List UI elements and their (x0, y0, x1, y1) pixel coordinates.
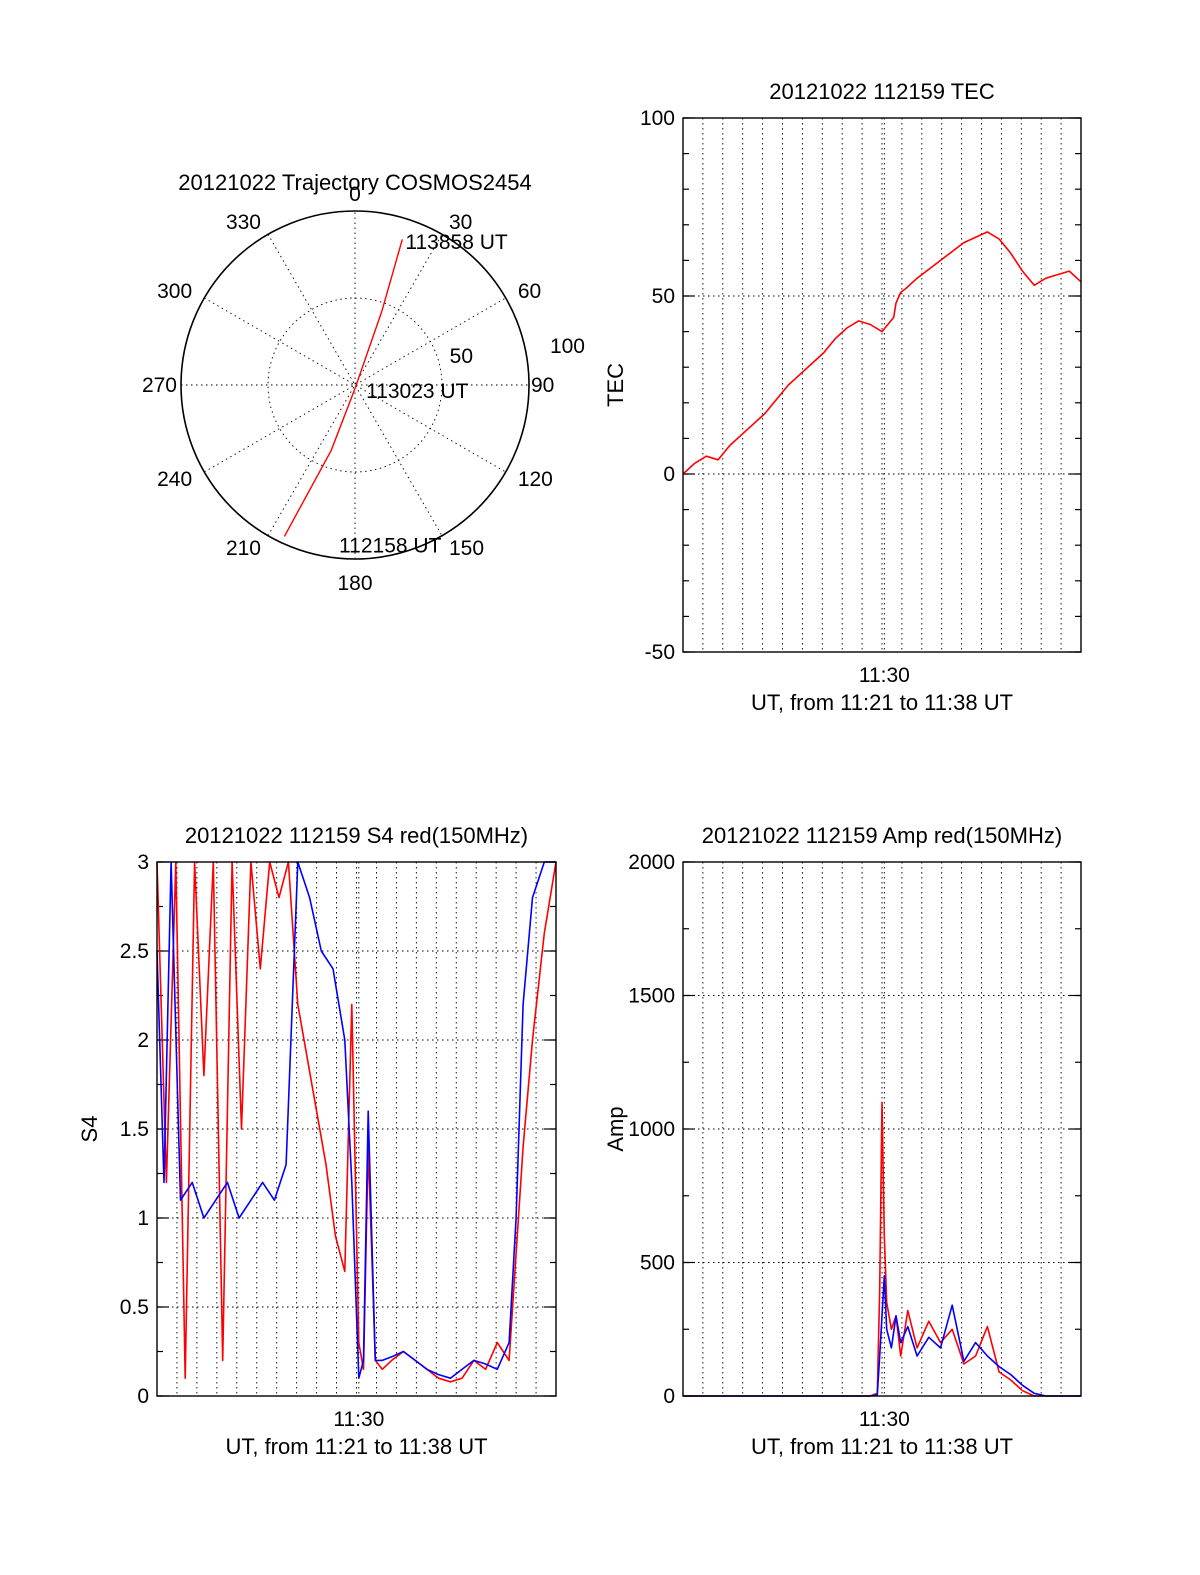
series-line-0 (156, 861, 557, 1383)
polar-spoke (267, 234, 443, 536)
polar-angle-label: 270 (142, 374, 177, 397)
s4-chart: 0 0.5 1 1.5 2 2.5 3 11:30 20121022 112159 S4 red… (77, 823, 557, 1459)
y-tick-label: 1 (137, 1207, 149, 1230)
y-tick-label: 1000 (628, 1118, 675, 1141)
amp-chart: 0 500 1000 1500 2000 11:30 20121022 112159 Amp… (603, 823, 1082, 1459)
chart-title: 20121022 112159 Amp red(150MHz) (702, 823, 1062, 848)
y-tick-label: 0 (137, 1385, 149, 1408)
y-axis-label: TEC (603, 363, 628, 407)
trajectory-time-label: 112158 UT (339, 534, 442, 557)
polar-radius-label: 50 (450, 345, 473, 368)
chart-title: 20121022 112159 S4 red(150MHz) (185, 823, 528, 848)
y-tick-label: 100 (640, 107, 675, 130)
y-tick-label: 1.5 (120, 1118, 149, 1141)
plot-frame (682, 117, 1082, 653)
polar-angle-label: 120 (518, 468, 553, 491)
chart-title: 20121022 Trajectory COSMOS2454 (178, 170, 531, 195)
polar-spoke (204, 297, 506, 473)
trajectory-line-0 (283, 239, 403, 537)
polar-outer-ring (180, 210, 530, 560)
polar-angle-label: 0 (349, 183, 361, 206)
y-tick-label: 3 (137, 851, 149, 874)
polar-angle-label: 210 (226, 537, 261, 560)
polar-angle-label: 60 (518, 280, 541, 303)
tec-chart: -50 0 50 100 11:30 20121022 112159 TEC UT, fro… (603, 79, 1082, 715)
y-tick-label: 0 (663, 463, 675, 486)
x-axis-label: UT, from 11:21 to 11:38 UT (225, 1434, 487, 1459)
y-tick-label: 0 (663, 1385, 675, 1408)
polar-trajectory-chart: 0 30 60 90 120 150 180 210 240 270 300 330 50 100 1138… (142, 170, 585, 595)
chart-title: 20121022 112159 TEC (769, 79, 995, 104)
plot-frame (156, 861, 557, 1397)
polar-angle-label: 30 (449, 211, 472, 234)
polar-angle-label: 330 (226, 211, 261, 234)
y-tick-label: 500 (640, 1252, 675, 1275)
polar-angle-label: 90 (531, 374, 554, 397)
y-tick-label: 1500 (628, 985, 675, 1008)
plot-frame (682, 861, 1082, 1397)
y-tick-label: 2000 (628, 851, 675, 874)
polar-radius-label: 100 (550, 335, 585, 358)
polar-angle-label: 240 (157, 468, 192, 491)
trajectory-time-label: 113023 UT (366, 380, 469, 403)
series-line-1 (683, 1275, 1081, 1397)
y-tick-label: -50 (645, 641, 675, 664)
x-axis-label: UT, from 11:21 to 11:38 UT (751, 1434, 1013, 1459)
y-axis-label: Amp (603, 1106, 628, 1151)
series-line-0 (682, 231, 1082, 475)
x-tick-label: 11:30 (859, 664, 910, 687)
y-tick-label: 0.5 (120, 1296, 149, 1319)
polar-ring-50 (267, 297, 443, 473)
polar-angle-label: 180 (337, 572, 372, 595)
polar-angle-label: 150 (449, 537, 484, 560)
y-tick-label: 50 (652, 285, 675, 308)
trajectory-time-label: 113858 UT (405, 231, 508, 254)
x-axis-label: UT, from 11:21 to 11:38 UT (751, 690, 1013, 715)
series-line-1 (156, 861, 556, 1379)
x-tick-label: 11:30 (333, 1408, 384, 1431)
y-axis-label: S4 (77, 1116, 102, 1143)
x-tick-label: 11:30 (859, 1408, 910, 1431)
y-tick-label: 2.5 (120, 940, 149, 963)
series-line-0 (683, 1101, 1081, 1397)
polar-angle-label: 300 (157, 280, 192, 303)
polar-spoke (204, 297, 506, 473)
y-tick-label: 2 (137, 1029, 149, 1052)
polar-spoke (267, 234, 443, 536)
